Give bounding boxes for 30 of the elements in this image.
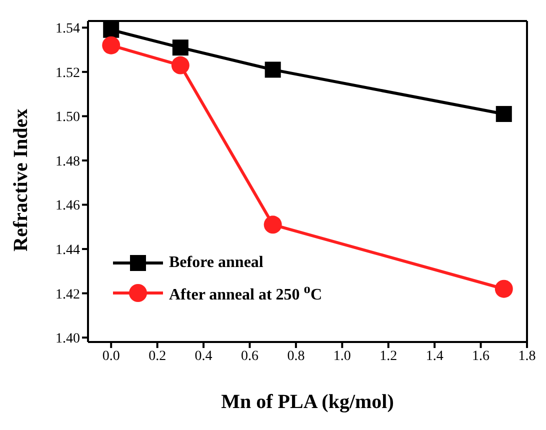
point (264, 216, 282, 234)
point (494, 280, 513, 298)
y-tick-label: 1.40 (56, 332, 80, 347)
point (103, 22, 120, 38)
y-tick-label: 1.46 (56, 198, 80, 214)
legend-label: After anneal at 250 $^{o}$C (169, 281, 322, 304)
y-tick-label: 1.54 (56, 22, 80, 37)
y-axis-title: Refractive Index (10, 108, 32, 252)
y-tick-label: 1.50 (56, 110, 80, 126)
x-tick-label: 1.2 (380, 348, 398, 364)
point (496, 106, 512, 122)
legend-label: Before anneal (169, 254, 264, 272)
x-axis-title: Mn of PLA (kg/mol) (221, 391, 394, 413)
point (264, 62, 281, 78)
point (171, 56, 190, 74)
x-tick-label: 0.0 (102, 348, 120, 364)
y-tick-label: 1.48 (56, 154, 80, 170)
x-tick-label: 1.4 (426, 348, 444, 364)
point (102, 36, 120, 54)
x-tick-label: 1.6 (472, 348, 490, 364)
x-tick-label: 0.8 (287, 348, 305, 364)
point (172, 40, 188, 56)
x-tick-label: 1.0 (333, 348, 351, 364)
y-tick-label: 1.42 (56, 287, 80, 302)
y-tick-label: 1.44 (56, 242, 80, 258)
x-tick-label: 0.2 (148, 348, 166, 364)
x-tick-label: 0.4 (194, 348, 212, 364)
x-tick-label: 0.6 (240, 348, 258, 364)
x-tick-label: 1.8 (518, 348, 536, 364)
y-tick-label: 1.52 (56, 66, 80, 81)
